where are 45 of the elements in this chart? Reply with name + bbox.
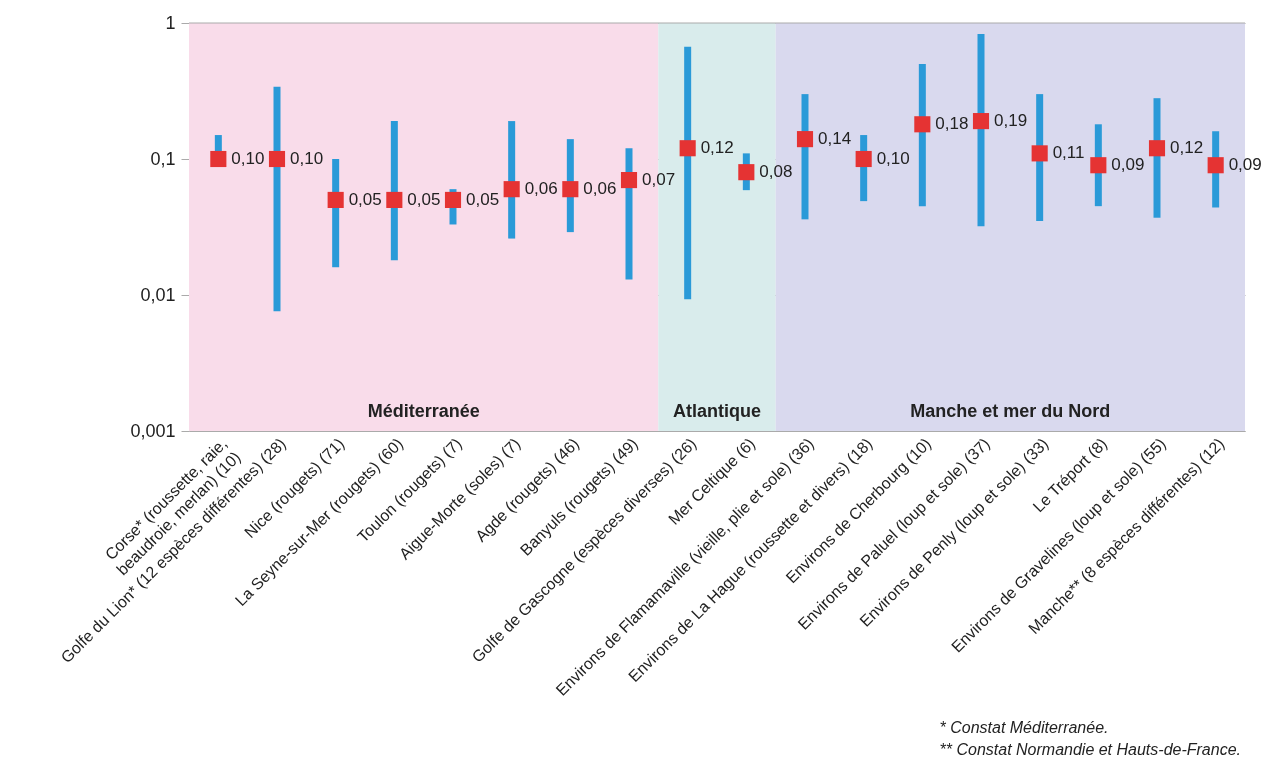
band-label: Manche et mer du Nord [910, 401, 1111, 421]
data-label: 0,07 [642, 170, 676, 190]
data-label: 0,05 [407, 189, 441, 209]
point [562, 181, 579, 198]
text: ** Constat Normandie et Hauts-de-France. [939, 740, 1241, 760]
point [855, 150, 872, 168]
data-label: 0,14 [818, 129, 852, 149]
data-label: 0,19 [994, 111, 1028, 131]
point [796, 131, 814, 148]
point [679, 140, 696, 157]
data-label: 0,08 [759, 162, 793, 182]
point [503, 181, 520, 198]
point [268, 150, 286, 168]
band-label: Atlantique [673, 401, 761, 421]
data-label: 0,10 [231, 149, 265, 168]
point [444, 191, 462, 208]
data-label: 0,09 [1111, 155, 1145, 175]
data-label: 0,12 [700, 138, 734, 158]
point [210, 150, 227, 168]
data-label: 0,10 [876, 149, 910, 168]
point [914, 116, 931, 133]
data-label: 0,05 [466, 189, 500, 209]
point [1148, 140, 1166, 157]
data-label: 0,10 [290, 149, 324, 168]
y-tick-label: 1 [165, 12, 176, 33]
point [972, 113, 990, 130]
data-label: 0,18 [935, 114, 969, 134]
point [738, 164, 755, 181]
point [620, 172, 638, 189]
data-label: 0,12 [1170, 138, 1204, 158]
text: * Constat Méditerranée. [939, 718, 1110, 738]
point [386, 191, 403, 208]
y-tick-label: 0,1 [150, 148, 176, 169]
data-label: 0,05 [348, 189, 382, 209]
point [327, 191, 344, 208]
y-tick-label: 0,01 [140, 284, 176, 305]
band-label: Méditerranée [367, 401, 480, 421]
y-tick-label: 0,001 [130, 420, 176, 441]
data-label: 0,06 [524, 179, 558, 199]
point [1031, 145, 1048, 162]
point [1207, 157, 1224, 174]
point [1090, 157, 1107, 174]
data-label: 0,06 [583, 179, 617, 199]
data-label: 0,09 [1228, 155, 1262, 175]
data-label: 0,11 [1052, 143, 1085, 163]
